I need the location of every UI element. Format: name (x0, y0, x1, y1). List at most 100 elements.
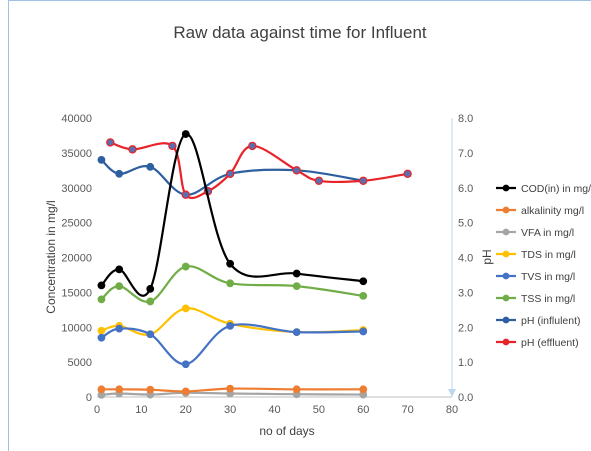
data-point (314, 176, 324, 185)
y2-tick-label: 4.0 (458, 253, 473, 265)
data-point (181, 360, 190, 369)
legend-marker (502, 272, 510, 280)
legend-item: VFA in mg/l (496, 227, 574, 239)
y-tick-label: 20000 (61, 253, 92, 265)
legend-item: pH (effluent) (496, 337, 579, 349)
y-tick-label: 15000 (61, 287, 92, 299)
data-point (226, 321, 235, 330)
data-point (181, 304, 190, 313)
data-point (97, 385, 106, 394)
legend-label: pH (effluent) (521, 337, 579, 349)
data-point (115, 385, 124, 394)
y-tick-label: 10000 (61, 322, 92, 334)
series-0 (97, 130, 368, 297)
data-point (226, 259, 235, 268)
data-point (115, 265, 124, 274)
data-point (403, 169, 412, 178)
legend-marker (502, 184, 510, 192)
y-tick-label: 40000 (61, 113, 92, 125)
chart-frame (8, 0, 591, 451)
y-tick-label: 0 (86, 392, 92, 404)
y-tick-label: 25000 (61, 218, 92, 230)
data-point (115, 324, 124, 333)
data-point (181, 190, 190, 199)
y2-tick-label: 0.0 (458, 392, 473, 404)
data-point (146, 385, 155, 394)
y-tick-label: 5000 (68, 357, 92, 369)
data-point (292, 385, 301, 394)
data-point (359, 277, 368, 286)
y2-tick-label: 7.0 (458, 148, 473, 160)
legend-label: pH (influlent) (521, 315, 581, 327)
legend-label: COD(in) in mg/ (521, 183, 591, 195)
data-point (146, 284, 155, 293)
data-point (115, 282, 124, 290)
axes (97, 118, 456, 398)
series-7 (106, 138, 412, 200)
legend-label: TSS in mg/l (521, 293, 575, 305)
x-tick-label: 20 (180, 404, 192, 416)
x-tick-label: 0 (94, 404, 100, 416)
data-point (146, 330, 155, 339)
y2-tick-label: 1.0 (458, 357, 473, 369)
data-point (128, 145, 137, 154)
data-point (115, 169, 124, 178)
series-line (100, 323, 364, 366)
series-group (97, 130, 412, 399)
legend-marker (502, 338, 510, 346)
data-point (292, 328, 301, 337)
data-point (181, 262, 190, 271)
data-point (146, 297, 155, 306)
legend-item: TDS in mg/l (496, 249, 576, 261)
legend-item: COD(in) in mg/ (496, 183, 591, 195)
y2-tick-label: 2.0 (458, 322, 473, 334)
legend-marker (502, 250, 510, 258)
legend-label: TVS in mg/l (521, 271, 575, 283)
x-tick-label: 80 (446, 404, 458, 416)
data-point (168, 141, 177, 151)
data-point (181, 387, 190, 396)
data-point (97, 155, 106, 164)
series-5 (97, 262, 368, 306)
x-tick-label: 10 (135, 404, 147, 416)
series-1 (97, 384, 368, 396)
y-axis-title: Concentration in mg/l (44, 200, 58, 313)
legend-item: TVS in mg/l (496, 271, 575, 283)
y2-tick-label: 6.0 (458, 183, 473, 195)
ticks: 0 10 20 30 40 50 60 70 80 0 5000 10000 15000 20000 250… (61, 113, 473, 416)
legend-marker (502, 206, 510, 214)
y-tick-label: 30000 (61, 183, 92, 195)
data-point (359, 327, 368, 336)
data-point (359, 385, 368, 394)
x-axis-title: no of days (259, 424, 314, 438)
data-point (292, 166, 301, 175)
legend-label: VFA in mg/l (521, 227, 574, 239)
legend-item: pH (influlent) (496, 315, 581, 327)
legend: COD(in) in mg/alkalinity mg/l VFA in mg/l… (496, 183, 591, 349)
data-point (146, 162, 155, 171)
x-tick-label: 30 (224, 404, 236, 416)
chart-frame-top (8, 0, 591, 4)
data-point (292, 282, 301, 290)
y2-axis-arrow (448, 389, 456, 397)
x-tick-label: 60 (357, 404, 369, 416)
y2-tick-label: 3.0 (458, 287, 473, 299)
legend-item: TSS in mg/l (496, 293, 575, 305)
data-point (181, 130, 190, 138)
legend-marker (502, 294, 510, 302)
y2-tick-label: 5.0 (458, 218, 473, 230)
legend-marker (502, 228, 510, 236)
data-point (359, 176, 368, 185)
y2-axis-title: pH (480, 249, 494, 264)
data-point (97, 333, 106, 342)
series-line (100, 132, 364, 297)
data-point (97, 295, 106, 304)
legend-label: alkalinity mg/l (521, 205, 584, 217)
data-point (248, 141, 257, 151)
legend-label: TDS in mg/l (521, 249, 576, 261)
legend-marker (502, 316, 510, 324)
data-point (97, 281, 106, 290)
y-tick-label: 35000 (61, 148, 92, 160)
legend-item: alkalinity mg/l (496, 205, 584, 217)
